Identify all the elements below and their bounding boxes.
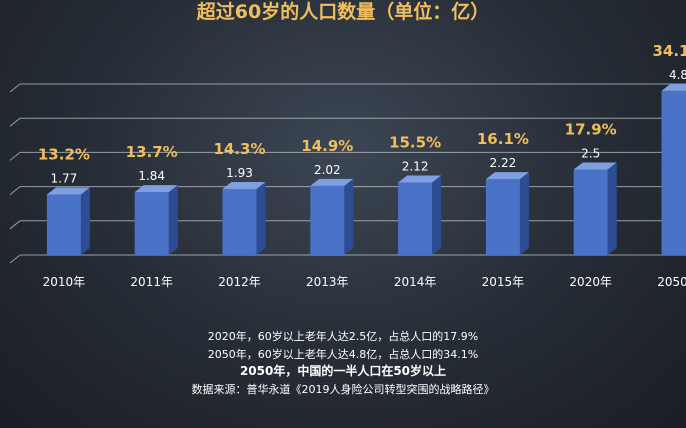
bar-side <box>344 178 354 255</box>
bar <box>661 90 686 255</box>
percent-label: 14.3% <box>213 140 265 158</box>
gridline-edge <box>9 186 21 195</box>
value-label: 2.12 <box>402 159 429 173</box>
bar-top <box>485 172 529 180</box>
bar-chart: 超过60岁的人口数量（单位：亿） 1.77 13.2% 2010年 1.84 13.7%… <box>9 0 686 289</box>
bar <box>134 192 169 255</box>
bar-top <box>573 162 617 170</box>
percent-label: 15.5% <box>389 133 441 151</box>
bar <box>573 169 608 255</box>
notes: 2020年，60岁以上老年人达2.5亿，占总人口的17.9% 2050年，60岁… <box>0 328 686 398</box>
percent-label: 16.1% <box>477 130 529 148</box>
chart-title: 超过60岁的人口数量（单位：亿） <box>196 0 489 23</box>
gridline-edge <box>9 152 21 161</box>
x-tick-label: 2013年 <box>306 275 349 289</box>
x-tick-label: 2050年 <box>657 275 686 289</box>
note-2050: 2050年，60岁以上老年人达4.8亿，占总人口的34.1% <box>207 347 479 361</box>
value-label: 1.77 <box>51 171 78 185</box>
gridline-edge <box>9 117 21 127</box>
bar-top <box>398 175 442 183</box>
percent-label: 13.7% <box>126 143 178 161</box>
bar <box>398 182 433 255</box>
gridline-edge <box>9 254 21 264</box>
note-2020: 2020年，60岁以上老年人达2.5亿，占总人口的17.9% <box>207 330 479 343</box>
value-label: 2.02 <box>314 163 341 177</box>
bar <box>222 188 257 255</box>
value-label: 2.5 <box>581 147 600 161</box>
value-label: 4.8 <box>669 68 686 82</box>
gridline-edge <box>9 83 21 93</box>
x-tick-label: 2011年 <box>130 275 173 289</box>
bar <box>485 179 520 255</box>
percent-label: 13.2% <box>38 145 90 163</box>
bar-side <box>168 185 178 255</box>
bar-top <box>310 178 354 186</box>
bar <box>46 194 81 255</box>
bar-top <box>222 181 266 189</box>
x-tick-label: 2012年 <box>218 275 261 289</box>
percent-label: 14.9% <box>301 137 353 155</box>
bar-side <box>432 175 442 255</box>
x-tick-label: 2020年 <box>569 275 612 289</box>
x-tick-label: 2015年 <box>482 275 525 289</box>
bar-side <box>519 172 529 255</box>
bar-side <box>80 187 90 255</box>
bar-top <box>134 185 178 193</box>
bar-top <box>661 83 686 91</box>
data-source: 数据来源：普华永道《2019人身险公司转型突围的战略路径》 <box>191 382 495 396</box>
value-label: 2.22 <box>490 156 517 170</box>
x-tick-label: 2014年 <box>394 275 437 289</box>
bar-labels: 1.77 13.2% 2010年 1.84 13.7% 2011年 1.93 14.3% 201… <box>38 42 686 289</box>
value-label: 1.93 <box>226 166 253 180</box>
bar-side <box>256 181 266 255</box>
value-label: 1.84 <box>138 169 165 183</box>
x-tick-label: 2010年 <box>43 275 86 289</box>
bars <box>46 83 686 255</box>
bar-top <box>46 187 90 195</box>
note-half-population: 2050年，中国的一半人口在50岁以上 <box>239 364 447 378</box>
bar-side <box>607 162 617 255</box>
percent-label: 17.9% <box>565 121 617 139</box>
gridline-edge <box>9 220 21 230</box>
bar <box>310 185 345 255</box>
percent-label: 34.1% <box>652 42 686 60</box>
